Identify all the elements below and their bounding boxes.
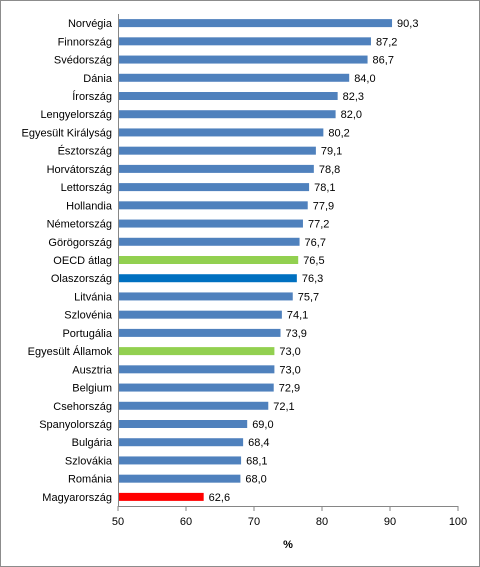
category-label: Lengyelország: [40, 109, 112, 121]
value-label: 68,1: [246, 455, 267, 467]
value-label: 87,2: [376, 36, 397, 48]
category-label: Dánia: [83, 73, 113, 85]
value-label: 78,8: [319, 164, 340, 176]
category-label: Horvátország: [47, 164, 112, 176]
category-label: Csehország: [53, 401, 112, 413]
bar: [118, 92, 338, 100]
bar: [118, 420, 248, 428]
bar: [118, 201, 308, 210]
x-tick-label: 90: [384, 516, 396, 528]
category-label: Spanyolország: [39, 419, 112, 431]
value-label: 90,3: [397, 18, 418, 30]
category-label: Svédország: [54, 55, 112, 67]
value-label: 77,9: [313, 200, 334, 212]
value-label: 68,4: [248, 437, 269, 449]
category-label: Norvégia: [68, 18, 113, 30]
bar: [118, 292, 293, 301]
bar: [118, 164, 314, 173]
category-label: OECD átlag: [53, 255, 112, 267]
category-label: Portugália: [62, 328, 112, 340]
value-label: 79,1: [321, 146, 342, 158]
category-label: Németország: [47, 219, 112, 231]
value-label: 75,7: [298, 291, 319, 303]
category-label: Görögország: [48, 237, 112, 249]
category-label: Litvánia: [74, 291, 113, 303]
value-label: 69,0: [252, 419, 273, 431]
value-label: 72,1: [273, 401, 294, 413]
bar: [118, 237, 300, 246]
category-label: Írország: [72, 90, 112, 103]
value-label: 62,6: [209, 492, 230, 504]
value-label: 73,0: [279, 346, 300, 358]
category-label: Egyesült Államok: [28, 345, 113, 358]
value-label: 82,3: [343, 91, 364, 103]
bar: [118, 110, 336, 119]
bar: [118, 474, 241, 483]
category-label: Lettország: [61, 182, 112, 194]
value-label: 68,0: [245, 474, 266, 486]
value-label: 72,9: [279, 383, 300, 395]
category-label: Románia: [68, 474, 113, 486]
x-tick-label: 50: [112, 516, 124, 528]
value-label: 74,1: [287, 310, 308, 322]
bars-layer: [118, 19, 393, 501]
value-label: 76,7: [305, 237, 326, 249]
x-axis-title: %: [283, 539, 293, 551]
bar: [118, 19, 393, 28]
category-label: Magyarország: [42, 492, 112, 504]
bar: [118, 401, 269, 410]
x-tick-label: 60: [180, 516, 192, 528]
bar: [118, 328, 281, 337]
value-label: 76,3: [302, 273, 323, 285]
bar: [118, 274, 297, 283]
bar: [118, 383, 274, 392]
value-label: 80,2: [328, 127, 349, 139]
category-label: Szlovénia: [64, 310, 113, 322]
value-label: 84,0: [354, 73, 375, 85]
bar: [118, 492, 204, 501]
bar: [118, 310, 282, 319]
value-label: 73,0: [279, 364, 300, 376]
category-label: Belgium: [72, 383, 112, 395]
bar: [118, 37, 371, 46]
x-tick-label: 100: [449, 516, 467, 528]
x-tick-label: 70: [248, 516, 260, 528]
bar: [118, 256, 299, 264]
category-label: Hollandia: [66, 200, 113, 212]
category-label: Ausztria: [72, 364, 113, 376]
category-label: Észtország: [58, 145, 112, 158]
value-label: 77,2: [308, 219, 329, 231]
category-label: Szlovákia: [65, 455, 113, 467]
bar: [118, 183, 310, 192]
bar: [118, 347, 275, 356]
category-label: Bulgária: [72, 437, 113, 449]
value-label: 86,7: [373, 55, 394, 67]
value-label: 76,5: [303, 255, 324, 267]
bar: [118, 365, 275, 374]
category-label: Egyesült Királyság: [22, 127, 113, 139]
value-label: 73,9: [286, 328, 307, 340]
bar: [118, 219, 303, 228]
bar: [118, 438, 244, 447]
category-label: Finnország: [58, 36, 112, 48]
bar: [118, 146, 316, 155]
value-label: 78,1: [314, 182, 335, 194]
labels-layer: Norvégia 90,3 Finnország 87,2 Svédország 86,7…: [22, 18, 419, 504]
x-tick-label: 80: [316, 516, 328, 528]
bar: [118, 128, 324, 137]
category-label: Olaszország: [51, 273, 112, 285]
bar: [118, 73, 350, 82]
value-label: 82,0: [341, 109, 362, 121]
bar: [118, 456, 242, 465]
x-axis: % 50 60 70 80 90 100: [112, 14, 467, 551]
bar: [118, 55, 368, 64]
